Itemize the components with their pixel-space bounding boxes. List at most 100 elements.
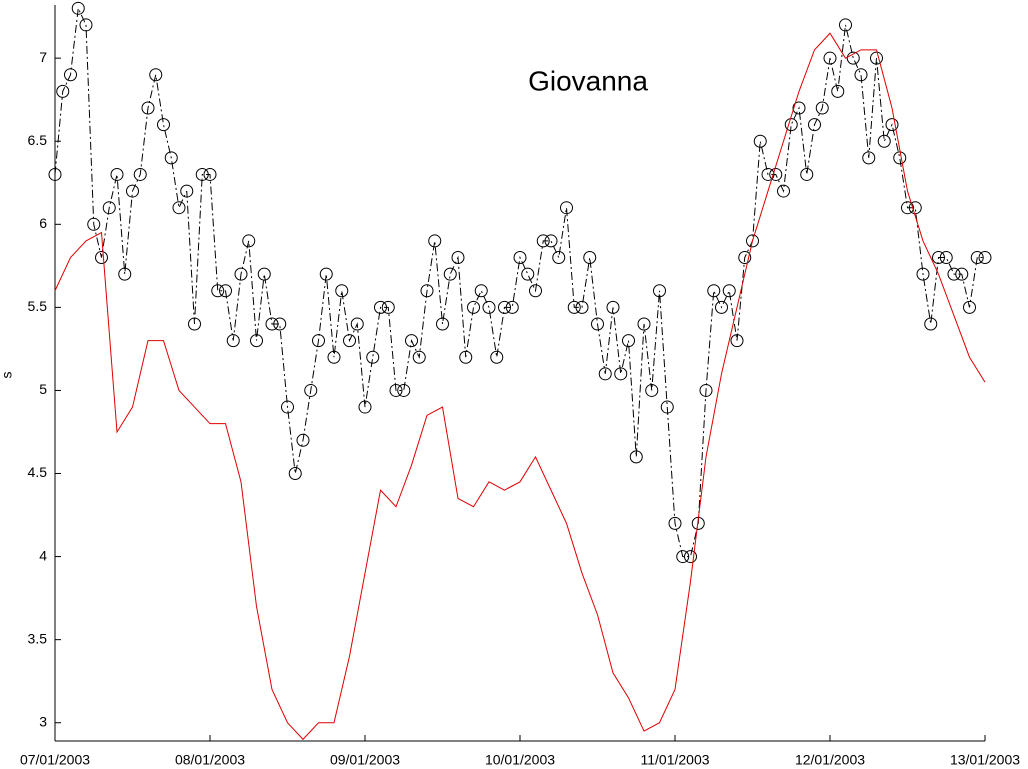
data-point	[288, 467, 302, 481]
data-point	[653, 284, 666, 298]
data-point	[970, 251, 984, 265]
y-tick-label: 5	[39, 381, 47, 397]
data-point	[498, 300, 511, 314]
data-point	[583, 251, 597, 265]
data-point	[800, 167, 814, 181]
data-point	[684, 550, 697, 564]
data-point	[552, 251, 566, 265]
x-tick-label: 10/01/2003	[485, 752, 555, 768]
data-point	[126, 184, 139, 198]
data-point	[908, 201, 922, 215]
data-point	[715, 300, 728, 314]
data-point	[467, 300, 480, 314]
data-point	[753, 134, 767, 148]
data-point	[978, 251, 992, 265]
data-point	[839, 18, 852, 32]
data-point	[327, 350, 341, 364]
data-point	[180, 184, 194, 198]
data-point	[629, 450, 643, 464]
data-point	[668, 516, 682, 530]
data-point	[808, 118, 821, 132]
data-point	[777, 184, 790, 198]
data-point	[637, 317, 651, 331]
y-tick-label: 7	[39, 49, 47, 65]
data-point	[645, 383, 659, 397]
data-point	[730, 334, 744, 348]
data-point	[784, 118, 798, 132]
data-point	[420, 284, 434, 298]
data-point	[343, 334, 356, 348]
data-point	[149, 68, 163, 82]
data-point	[575, 300, 589, 314]
x-tick-label: 12/01/2003	[795, 752, 865, 768]
data-point	[133, 167, 147, 181]
data-point	[614, 367, 628, 381]
data-point	[676, 550, 690, 564]
y-tick-label: 4	[39, 547, 47, 563]
data-point	[296, 433, 310, 447]
data-point	[482, 300, 496, 314]
data-point	[606, 300, 620, 314]
data-point	[505, 300, 519, 314]
data-point	[451, 251, 465, 265]
data-point	[203, 167, 217, 181]
data-point	[792, 101, 806, 115]
data-point	[95, 251, 108, 265]
data-point	[746, 234, 759, 248]
data-point	[947, 267, 961, 281]
annotation: Giovanna	[528, 65, 648, 96]
data-point	[87, 217, 101, 231]
data-point	[428, 234, 442, 248]
data-point	[102, 201, 116, 215]
data-point	[273, 317, 287, 331]
data-point	[823, 51, 837, 65]
x-tick-label: 08/01/2003	[175, 752, 245, 768]
data-point	[405, 334, 418, 348]
data-point	[242, 234, 256, 248]
data-point	[118, 267, 132, 281]
x-tick-label: 09/01/2003	[330, 752, 400, 768]
data-point	[443, 267, 457, 281]
data-point	[598, 367, 612, 381]
data-point	[901, 201, 914, 215]
x-tick-label: 07/01/2003	[20, 752, 90, 768]
data-point	[389, 383, 403, 397]
data-point	[536, 234, 550, 248]
data-point	[769, 167, 783, 181]
data-point	[955, 267, 969, 281]
data-point	[707, 284, 721, 298]
data-point	[761, 167, 775, 181]
data-point	[862, 151, 876, 165]
data-point	[56, 84, 70, 98]
data-point	[854, 68, 868, 82]
data-point	[699, 383, 713, 397]
data-point	[211, 284, 225, 298]
data-point	[722, 284, 736, 298]
data-point	[622, 334, 635, 348]
data-point	[64, 68, 77, 82]
data-point	[877, 134, 891, 148]
y-tick-label: 3.5	[28, 630, 48, 646]
data-point	[265, 317, 279, 331]
data-point	[544, 234, 558, 248]
data-point	[932, 251, 945, 265]
data-point	[358, 400, 372, 414]
y-tick-label: 6.5	[28, 132, 48, 148]
data-point	[157, 118, 170, 132]
data-point	[521, 267, 535, 281]
data-point	[397, 383, 411, 397]
y-tick-label: 4.5	[28, 464, 48, 480]
data-point	[374, 300, 387, 314]
data-point	[234, 267, 248, 281]
data-point	[195, 167, 209, 181]
data-point	[304, 383, 318, 397]
data-point	[815, 101, 829, 115]
data-point	[870, 51, 883, 65]
data-point	[250, 334, 263, 348]
series-line	[54, 32, 986, 741]
x-tick-label: 11/01/2003	[640, 752, 709, 768]
data-point	[319, 267, 333, 281]
y-tick-label: 6	[39, 215, 47, 231]
data-point	[71, 1, 85, 15]
